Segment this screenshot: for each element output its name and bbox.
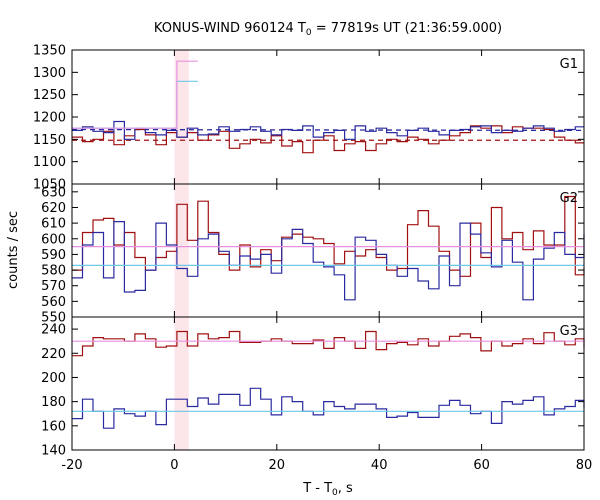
- series-blue-g3: [72, 387, 585, 429]
- series-red-g2: [72, 195, 585, 277]
- y-tick-label: 580: [41, 264, 66, 279]
- y-tick-label: 220: [41, 347, 66, 362]
- series-pink-g1: [72, 60, 198, 129]
- series-blue-g2: [72, 221, 585, 301]
- panel-label: G3: [560, 324, 578, 339]
- x-tick-label: 40: [371, 458, 388, 473]
- y-tick-label: 1150: [33, 133, 66, 148]
- y-axis-label: counts / sec: [6, 211, 21, 289]
- y-tick-label: 590: [41, 248, 66, 263]
- x-tick-label: 0: [170, 458, 178, 473]
- chart-title: KONUS-WIND 960124 T0 = 77819s UT (21:36:…: [154, 21, 502, 38]
- y-tick-label: 1300: [33, 66, 66, 81]
- y-tick-label: 620: [41, 201, 66, 216]
- x-tick-label: 60: [473, 458, 490, 473]
- y-tick-label: 1350: [33, 44, 66, 59]
- burst-interval-highlight: [174, 50, 189, 450]
- y-tick-label: 610: [41, 217, 66, 232]
- y-tick-label: 1250: [33, 88, 66, 103]
- plot-panels: 1050110011501200125013001350G15505605705…: [33, 44, 585, 459]
- panel-label: G2: [560, 191, 578, 206]
- y-tick-label: 1050: [33, 178, 66, 193]
- y-tick-label: 630: [41, 185, 66, 200]
- panel-frame: [71, 49, 585, 185]
- panel-frame: [71, 316, 585, 451]
- y-tick-label: 140: [41, 444, 66, 459]
- y-tick-label: 600: [41, 232, 66, 247]
- x-axis-label: T - T0, s: [302, 481, 353, 498]
- panel-label: G1: [560, 57, 578, 72]
- x-axis-ticks: -20 0 20 40 60 80: [61, 458, 592, 473]
- y-tick-label: 560: [41, 295, 66, 310]
- y-tick-label: 1100: [33, 155, 66, 170]
- y-tick-label: 180: [41, 395, 66, 410]
- y-tick-label: 160: [41, 419, 66, 434]
- x-tick-label: 20: [269, 458, 286, 473]
- y-tick-label: 200: [41, 371, 66, 386]
- x-tick-label: 80: [576, 458, 593, 473]
- series-red-g3: [72, 330, 585, 357]
- panel-frame: [71, 183, 585, 318]
- y-tick-label: 240: [41, 323, 66, 338]
- y-tick-label: 570: [41, 279, 66, 294]
- y-tick-label: 1200: [33, 111, 66, 126]
- panel-g1: 1050 1100 1150 1200 1250 1300 1350 G1: [33, 44, 585, 193]
- x-tick-label: -20: [61, 458, 82, 473]
- series-blue-g1: [72, 120, 584, 140]
- background-fit-line: [71, 128, 585, 132]
- panel-g3: 140 160 180 200 220 240 G3: [41, 316, 585, 459]
- y-tick-label: 550: [41, 311, 66, 326]
